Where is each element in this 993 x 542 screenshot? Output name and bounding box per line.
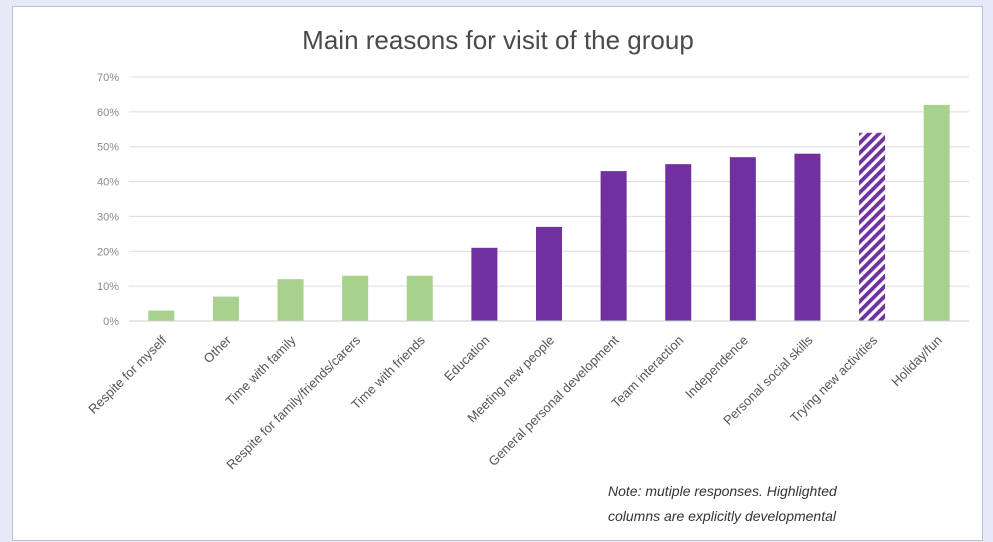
bar-trying-new-activities bbox=[859, 133, 885, 321]
y-tick-label: 70% bbox=[97, 72, 119, 84]
bar-time-with-friends bbox=[407, 276, 433, 321]
bar-other bbox=[213, 297, 239, 321]
bar-independence bbox=[730, 157, 756, 321]
bar-time-with-family bbox=[278, 279, 304, 321]
bar-respite-for-family-friends-carers bbox=[342, 276, 368, 321]
bar-chart: Main reasons for visit of the group 0% 10… bbox=[13, 7, 984, 542]
x-tick-label: Respite for family/friends/carers bbox=[223, 332, 363, 472]
bar-team-interaction bbox=[665, 164, 691, 321]
x-tick-label: General personal development bbox=[485, 332, 622, 469]
x-tick-label: Other bbox=[200, 332, 234, 366]
note-line-1: Note: mutiple responses. Highlighted bbox=[608, 483, 838, 499]
y-tick-label: 20% bbox=[97, 246, 119, 258]
note-line-2: columns are explicitly developmental bbox=[608, 508, 837, 524]
y-tick-label: 10% bbox=[97, 281, 119, 293]
y-tick-label: 30% bbox=[97, 211, 119, 223]
x-tick-label: Education bbox=[441, 333, 492, 384]
y-axis: 0% 10% 20% 30% 40% 50% 60% 70% bbox=[97, 72, 119, 328]
bar-holiday-fun bbox=[924, 105, 950, 321]
y-tick-label: 40% bbox=[97, 177, 119, 189]
bar-general-personal-development bbox=[601, 171, 627, 321]
chart-title: Main reasons for visit of the group bbox=[302, 25, 694, 55]
x-tick-label: Holiday/fun bbox=[888, 333, 945, 390]
bar-respite-for-myself bbox=[148, 311, 174, 321]
x-tick-label: Respite for myself bbox=[85, 332, 169, 416]
y-tick-label: 0% bbox=[103, 316, 119, 328]
bar-meeting-new-people bbox=[536, 227, 562, 321]
y-tick-label: 60% bbox=[97, 107, 119, 119]
bars bbox=[148, 105, 949, 321]
bar-personal-social-skills bbox=[794, 154, 820, 321]
chart-frame: Main reasons for visit of the group 0% 10… bbox=[12, 6, 983, 541]
x-tick-label: Independence bbox=[682, 333, 751, 402]
bar-education bbox=[471, 248, 497, 321]
y-tick-label: 50% bbox=[97, 142, 119, 154]
